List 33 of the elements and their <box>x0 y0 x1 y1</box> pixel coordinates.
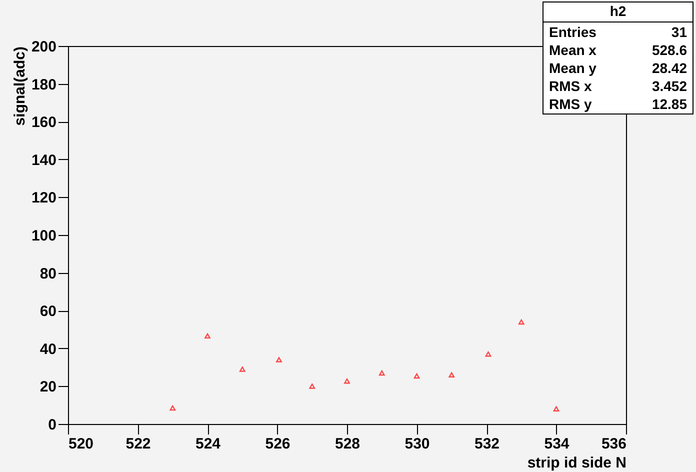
x-tick-label: 524 <box>195 436 222 452</box>
x-axis-title: strip id side N <box>527 454 626 472</box>
x-tick-label: 528 <box>334 436 360 452</box>
x-tick-label: 534 <box>544 436 570 452</box>
y-tick-label: 60 <box>40 303 56 320</box>
annotation: RMS x <box>549 78 592 94</box>
text: 3.452 <box>652 78 688 94</box>
text: 12.85 <box>652 96 688 112</box>
x-tick-label: 536 <box>601 436 626 452</box>
y-tick-label: 140 <box>31 152 56 169</box>
annotation: RMS y <box>549 96 592 112</box>
y-tick-label: 120 <box>31 190 56 207</box>
y-tick-label: 0 <box>48 416 56 434</box>
y-tick-label: 160 <box>31 114 56 132</box>
y-tick-label: 40 <box>40 340 56 358</box>
annotation: Mean x <box>549 42 597 58</box>
y-axis-title: signal(adc) <box>11 46 28 126</box>
y-tick-label: 100 <box>31 228 56 244</box>
text: 528.6 <box>652 42 688 58</box>
x-tick-label: 530 <box>404 436 430 452</box>
annotation: Mean y <box>549 60 597 76</box>
text: 31 <box>671 24 688 40</box>
text: 28.42 <box>652 60 688 76</box>
y-tick-label: 20 <box>40 378 56 396</box>
y-tick-label: 180 <box>31 76 56 94</box>
text: Entries <box>549 24 597 40</box>
text: h2 <box>610 3 626 19</box>
x-tick-label: 522 <box>126 436 151 452</box>
y-tick-label: 80 <box>40 265 56 282</box>
x-tick-label: 520 <box>68 436 94 452</box>
x-tick-label: 526 <box>265 436 290 452</box>
x-tick-label: 532 <box>474 436 500 452</box>
y-tick-label: 200 <box>31 38 56 56</box>
